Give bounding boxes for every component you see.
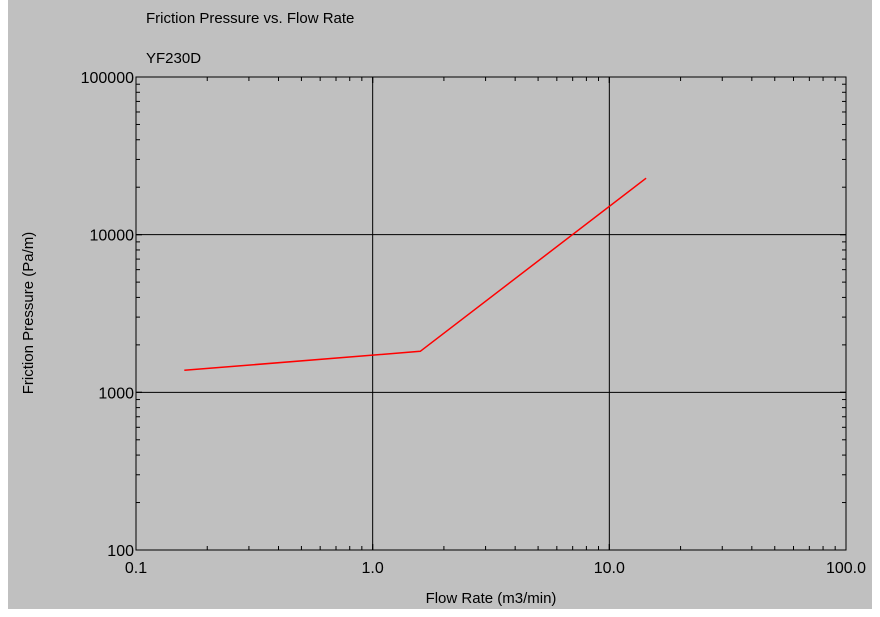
y-axis-label: Friction Pressure (Pa/m) [20,232,37,395]
chart-title: Friction Pressure vs. Flow Rate [146,10,355,27]
tick-labels: 0.1 1.0 10.0 100.0 100 1000 10000 100000 [81,70,867,577]
x-tick-label: 1.0 [362,560,384,577]
x-tick-label: 10.0 [594,560,625,577]
y-tick-label: 100 [107,543,134,560]
chart-subtitle: YF230D [146,50,202,67]
y-tick-label: 100000 [81,70,134,87]
plot-area [135,76,847,551]
chart-frame: Friction Pressure vs. Flow Rate YF230D 0… [8,0,872,609]
y-tick-label: 10000 [90,228,135,245]
x-tick-label: 0.1 [125,560,147,577]
x-axis-label: Flow Rate (m3/min) [426,590,557,607]
chart-svg: 0.1 1.0 10.0 100.0 100 1000 10000 100000 Flow R… [20,70,867,607]
x-tick-label: 100.0 [826,560,866,577]
series-line [184,177,647,372]
series-layer [184,177,647,372]
grid-lines [136,77,846,550]
minor-ticks [135,76,847,551]
y-tick-label: 1000 [98,385,134,402]
